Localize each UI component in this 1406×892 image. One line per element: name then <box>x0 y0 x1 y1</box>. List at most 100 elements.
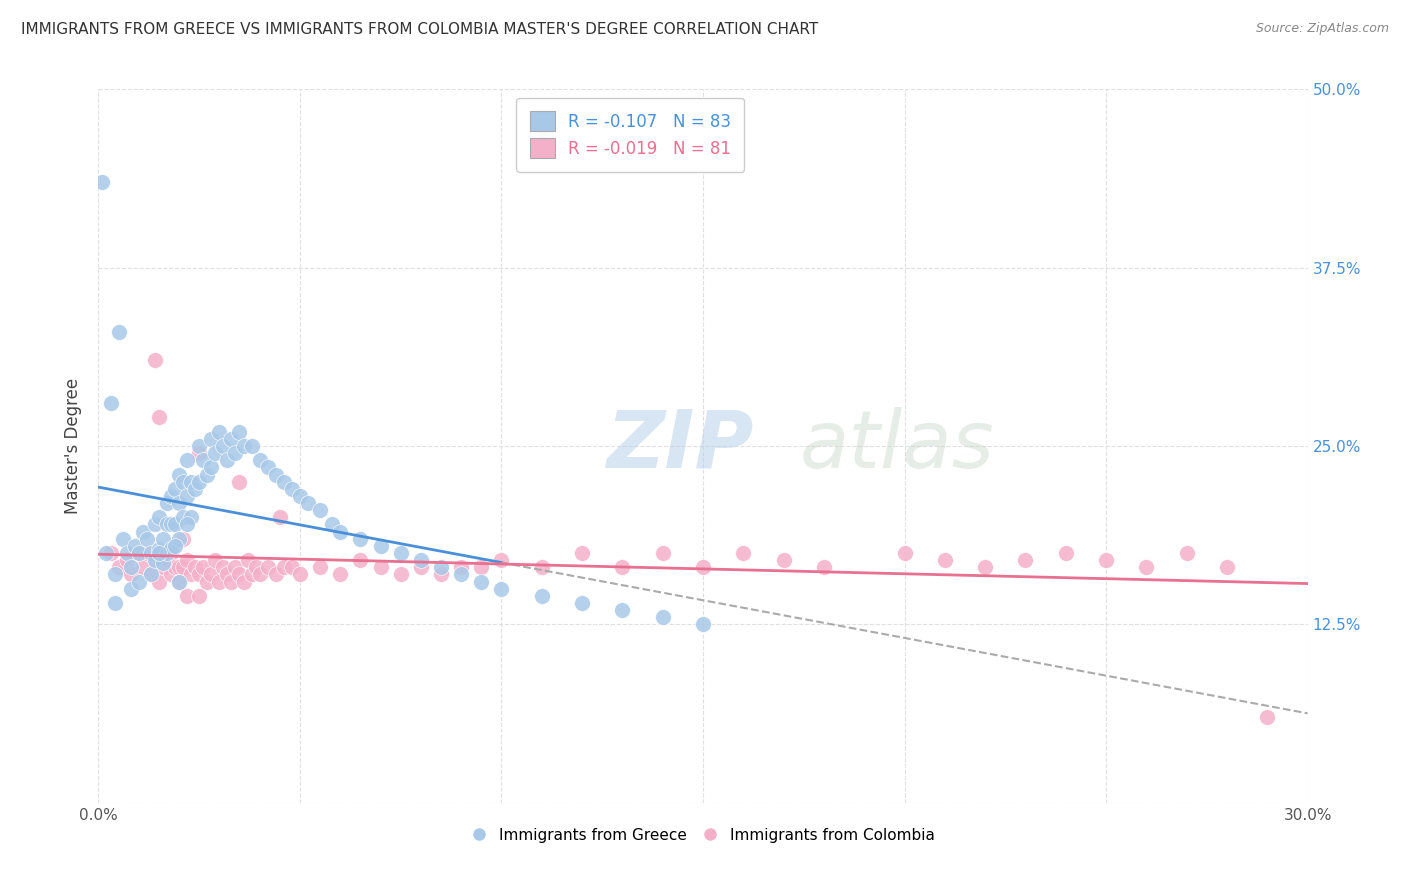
Point <box>813 560 835 574</box>
Point <box>132 524 155 539</box>
Point <box>180 567 202 582</box>
Point <box>208 574 231 589</box>
Point <box>180 510 202 524</box>
Point <box>470 560 492 574</box>
Point <box>195 574 218 589</box>
Point <box>370 560 392 574</box>
Point <box>167 574 190 589</box>
Point <box>228 475 250 489</box>
Point <box>156 496 179 510</box>
Point <box>692 560 714 574</box>
Point <box>167 496 190 510</box>
Point <box>692 617 714 632</box>
Point <box>96 546 118 560</box>
Point <box>309 560 332 574</box>
Point <box>124 539 146 553</box>
Point <box>1216 560 1239 574</box>
Point <box>1256 710 1278 724</box>
Point <box>232 439 254 453</box>
Point <box>176 489 198 503</box>
Point <box>450 567 472 582</box>
Point <box>370 539 392 553</box>
Point <box>208 425 231 439</box>
Point <box>176 453 198 467</box>
Point <box>139 567 162 582</box>
Point <box>273 475 295 489</box>
Point <box>148 546 170 560</box>
Point <box>200 567 222 582</box>
Point <box>148 510 170 524</box>
Point <box>204 446 226 460</box>
Point <box>100 396 122 410</box>
Point <box>329 567 352 582</box>
Point <box>269 510 291 524</box>
Point <box>249 453 271 467</box>
Point <box>120 567 142 582</box>
Point <box>128 574 150 589</box>
Point <box>163 482 186 496</box>
Point <box>163 517 186 532</box>
Point <box>139 567 162 582</box>
Point <box>240 439 263 453</box>
Point <box>288 489 311 503</box>
Text: atlas: atlas <box>800 407 994 485</box>
Point <box>389 546 412 560</box>
Point <box>148 546 170 560</box>
Point <box>200 432 222 446</box>
Point <box>264 567 287 582</box>
Point <box>167 467 190 482</box>
Point <box>232 574 254 589</box>
Point <box>188 589 211 603</box>
Point <box>100 546 122 560</box>
Point <box>115 546 138 560</box>
Point <box>389 567 412 582</box>
Point <box>329 524 352 539</box>
Point <box>148 410 170 425</box>
Point <box>172 532 194 546</box>
Point <box>111 532 134 546</box>
Point <box>470 574 492 589</box>
Point <box>224 560 246 574</box>
Point <box>612 560 634 574</box>
Point <box>167 574 190 589</box>
Point <box>240 567 263 582</box>
Point <box>184 560 207 574</box>
Point <box>103 567 125 582</box>
Y-axis label: Master's Degree: Master's Degree <box>65 378 83 514</box>
Point <box>103 596 125 610</box>
Text: IMMIGRANTS FROM GREECE VS IMMIGRANTS FROM COLOMBIA MASTER'S DEGREE CORRELATION C: IMMIGRANTS FROM GREECE VS IMMIGRANTS FRO… <box>21 22 818 37</box>
Point <box>1095 553 1118 567</box>
Point <box>217 453 239 467</box>
Point <box>135 546 157 560</box>
Point <box>349 553 371 567</box>
Point <box>221 432 243 446</box>
Point <box>135 532 157 546</box>
Point <box>188 446 211 460</box>
Point <box>1175 546 1198 560</box>
Point <box>530 589 553 603</box>
Point <box>152 556 174 570</box>
Point <box>612 603 634 617</box>
Point <box>893 546 915 560</box>
Point <box>132 560 155 574</box>
Point <box>156 517 179 532</box>
Point <box>143 353 166 368</box>
Point <box>188 475 211 489</box>
Point <box>120 582 142 596</box>
Point <box>273 560 295 574</box>
Point <box>733 546 755 560</box>
Point <box>349 532 371 546</box>
Point <box>143 517 166 532</box>
Point <box>195 467 218 482</box>
Point <box>128 546 150 560</box>
Point <box>264 467 287 482</box>
Point <box>1014 553 1036 567</box>
Point <box>120 560 142 574</box>
Point <box>321 517 343 532</box>
Point <box>228 567 250 582</box>
Point <box>176 589 198 603</box>
Point <box>152 560 174 574</box>
Point <box>236 553 259 567</box>
Point <box>160 489 183 503</box>
Point <box>148 574 170 589</box>
